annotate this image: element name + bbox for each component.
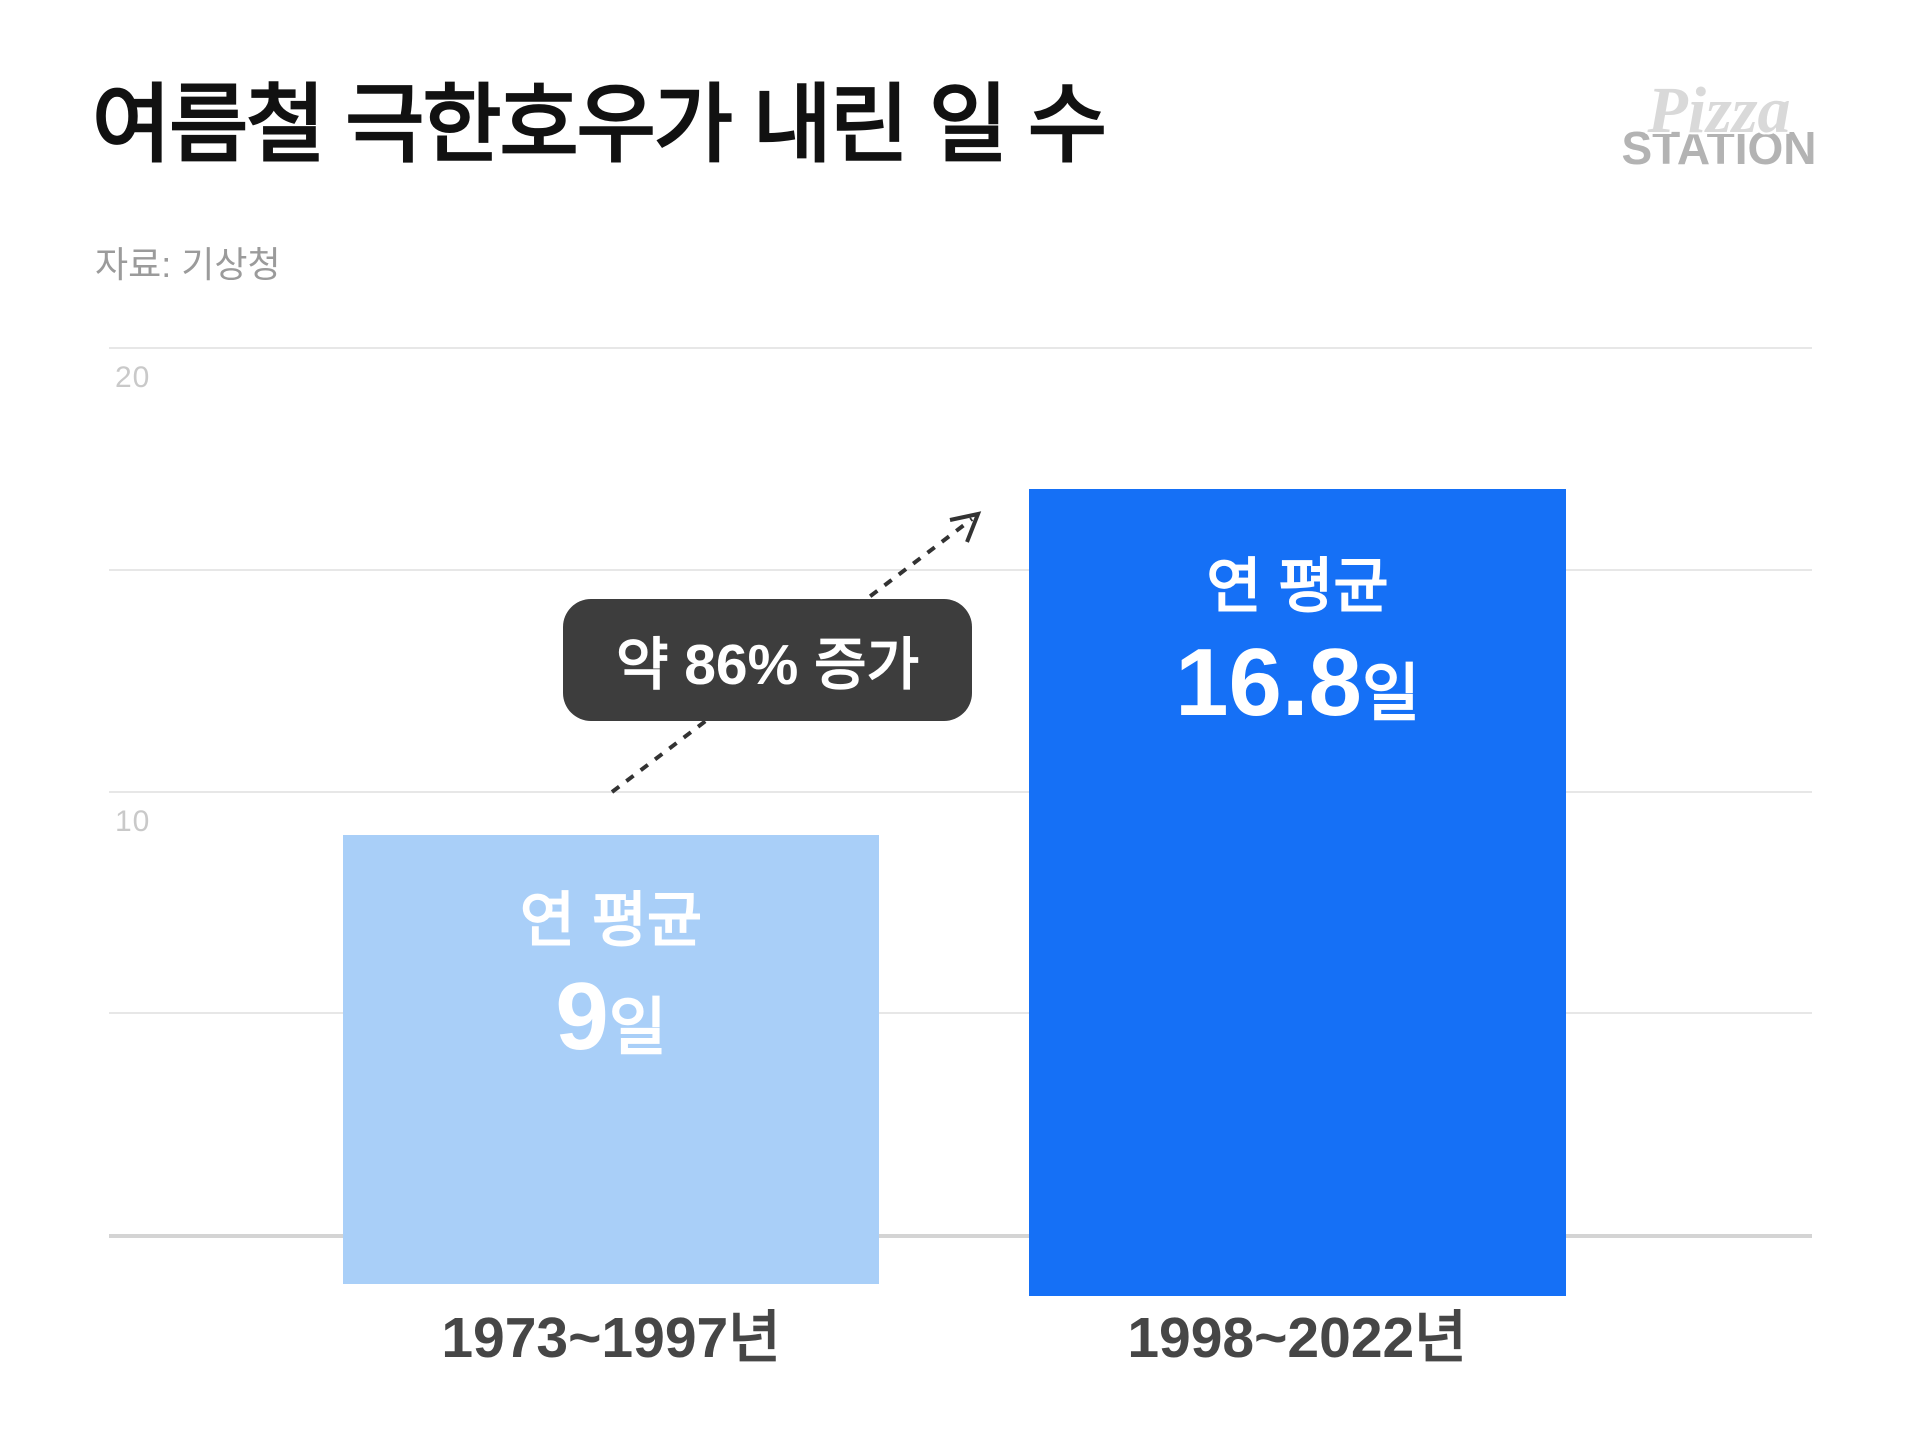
bar-value-unit: 일 bbox=[1361, 658, 1420, 729]
bar-label-prefix: 연 평균 bbox=[519, 886, 703, 954]
brand-logo-script: Pizza bbox=[1647, 74, 1791, 147]
bar-label-value-line: 9일 bbox=[555, 968, 667, 1065]
x-axis-baseline bbox=[109, 1234, 1812, 1238]
bar-1998-2022: 연 평균 16.8일 bbox=[1029, 488, 1566, 1296]
y-tick-label-10: 10 bbox=[115, 804, 151, 838]
gridline-20 bbox=[109, 347, 1812, 349]
bar-label-value-line: 16.8일 bbox=[1175, 634, 1420, 731]
source-note: 자료: 기상청 bbox=[95, 244, 281, 285]
brand-logo: Pizza STATION bbox=[1614, 74, 1824, 174]
x-axis-label-1973-1997: 1973~1997년 bbox=[441, 1306, 781, 1370]
brand-logo-caps: STATION bbox=[1621, 122, 1817, 174]
x-axis-label-1998-2022: 1998~2022년 bbox=[1127, 1306, 1467, 1370]
page-title: 여름철 극한호우가 내린 일 수 bbox=[92, 77, 1107, 173]
y-tick-label-20: 20 bbox=[115, 361, 151, 394]
bar-value-unit: 일 bbox=[608, 992, 667, 1063]
gridline-5 bbox=[109, 1012, 1812, 1015]
bar-label-prefix: 연 평균 bbox=[1206, 552, 1389, 620]
bar-value: 16.8 bbox=[1175, 628, 1362, 736]
increase-annotation-badge: 약 86% 증가 bbox=[563, 599, 972, 721]
bar-value: 9 bbox=[555, 962, 609, 1070]
bar-1973-1997: 연 평균 9일 bbox=[343, 834, 879, 1284]
